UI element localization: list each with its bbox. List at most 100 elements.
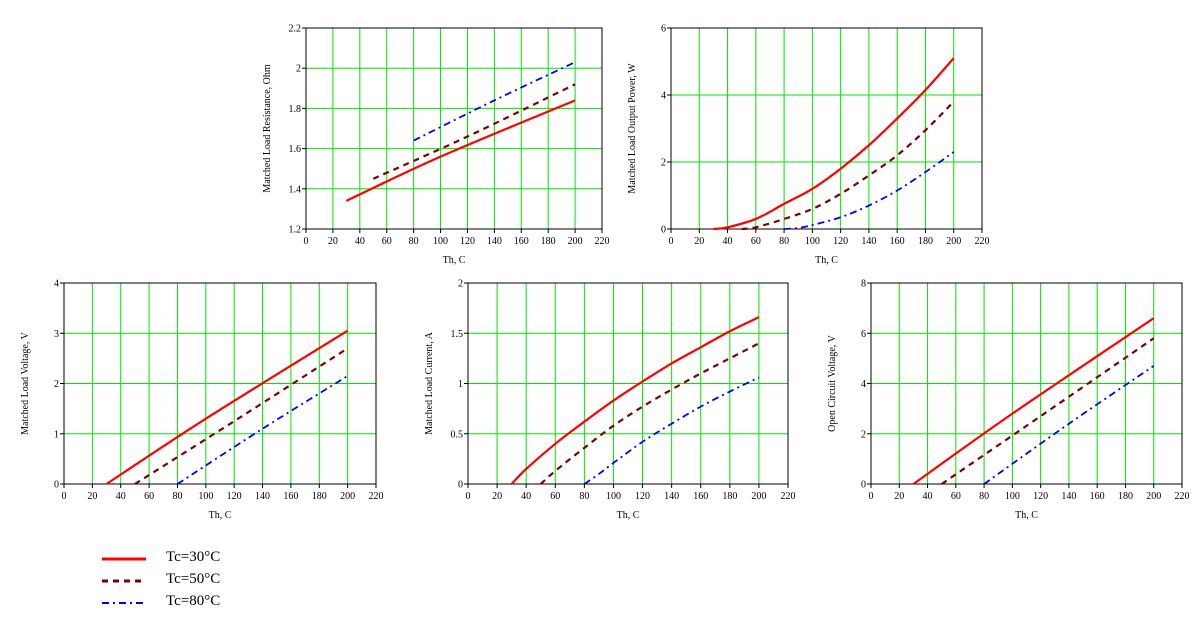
- resistance-x-tick-label-6: 120: [460, 236, 475, 247]
- power-series-tc50: [741, 100, 955, 231]
- resistance-x-tick-label-8: 160: [514, 236, 529, 247]
- resistance-x-tick-label-4: 80: [409, 236, 419, 247]
- power-x-tick-label-3: 60: [751, 236, 761, 247]
- legend-line-tc80: [102, 602, 146, 604]
- current-x-tick-label-1: 20: [492, 491, 502, 502]
- current-x-tick-label-10: 200: [751, 491, 766, 502]
- resistance-x-tick-label-0: 0: [304, 236, 309, 247]
- power-x-tick-label-5: 100: [805, 236, 820, 247]
- resistance-y-axis-label: Matched Load Resistance, Ohm: [262, 64, 273, 193]
- ocv-y-tick-label-3: 6: [861, 329, 866, 340]
- ocv-series-tc30: [912, 317, 1155, 485]
- resistance-series-tc50: [372, 83, 576, 180]
- resistance-y-tick-label-3: 1.8: [289, 104, 302, 115]
- resistance-y-tick-label-4: 2: [296, 64, 301, 75]
- power-plot-frame: [670, 27, 983, 230]
- current-x-tick-label-8: 160: [693, 491, 708, 502]
- current-series-tc50: [539, 342, 760, 485]
- resistance-x-axis-label: Th, C: [443, 255, 466, 266]
- ocv-series-tc50: [941, 337, 1155, 485]
- voltage-series-tc50: [134, 347, 349, 485]
- current-y-tick-label-0: 0: [458, 480, 463, 491]
- chart-ocv: 0 20 40 60 80 100 120 140 160 180 200 220 0 2 4 6 8 Th, C…: [827, 279, 1190, 522]
- current-x-axis-label: Th, C: [617, 510, 640, 521]
- chart-resistance: 0 20 40 60 80 100 120 140 160 180 200 220 1.2 1.4 1.6 1…: [262, 24, 610, 267]
- voltage-x-tick-label-3: 60: [144, 491, 154, 502]
- chart-current: 0 20 40 60 80 100 120 140 160 180 200 220 0 0.5 1 1.5 2 T…: [424, 279, 796, 522]
- voltage-x-tick-label-7: 140: [255, 491, 270, 502]
- ocv-x-tick-label-10: 200: [1146, 491, 1161, 502]
- resistance-y-tick-label-2: 1.6: [289, 144, 302, 155]
- power-x-tick-label-9: 180: [918, 236, 933, 247]
- current-y-tick-label-4: 2: [458, 279, 463, 290]
- ocv-y-tick-label-2: 4: [861, 379, 866, 390]
- resistance-x-tick-label-7: 140: [487, 236, 502, 247]
- voltage-x-tick-label-10: 200: [340, 491, 355, 502]
- resistance-y-tick-label-0: 1.2: [289, 225, 302, 236]
- legend-label-tc30: Tc=30°C: [166, 549, 221, 565]
- current-x-tick-label-6: 120: [635, 491, 650, 502]
- power-y-axis-label: Matched Load Output Power, W: [627, 63, 638, 194]
- voltage-y-tick-label-3: 3: [54, 329, 59, 340]
- voltage-x-tick-label-2: 40: [116, 491, 126, 502]
- ocv-x-tick-label-11: 220: [1175, 491, 1190, 502]
- legend-item-tc30: Tc=30°C: [100, 548, 320, 570]
- resistance-y-tick-label-1: 1.4: [289, 184, 302, 195]
- legend-line-tc30: [102, 557, 146, 561]
- ocv-series-tc80: [983, 365, 1155, 485]
- ocv-x-tick-label-6: 120: [1033, 491, 1048, 502]
- legend-label-tc50: Tc=50°C: [166, 571, 221, 587]
- ocv-y-tick-label-0: 0: [861, 480, 866, 491]
- ocv-x-tick-label-8: 160: [1090, 491, 1105, 502]
- ocv-x-tick-label-1: 20: [894, 491, 904, 502]
- power-series-tc80: [784, 151, 955, 230]
- power-series-tc30: [713, 57, 955, 231]
- voltage-x-axis-label: Th, C: [209, 510, 232, 521]
- resistance-y-tick-label-5: 2.2: [289, 24, 302, 35]
- voltage-x-tick-label-5: 100: [198, 491, 213, 502]
- ocv-x-tick-label-7: 140: [1061, 491, 1076, 502]
- current-x-tick-label-4: 80: [579, 491, 589, 502]
- resistance-plot-frame: [305, 27, 603, 230]
- power-y-tick-label-2: 4: [661, 91, 666, 102]
- voltage-x-tick-label-4: 80: [172, 491, 182, 502]
- current-x-tick-label-0: 0: [466, 491, 471, 502]
- legend-item-tc50: Tc=50°C: [100, 570, 320, 592]
- current-series-tc80: [583, 376, 760, 485]
- resistance-x-tick-label-1: 20: [328, 236, 338, 247]
- power-x-tick-label-1: 20: [694, 236, 704, 247]
- power-x-tick-label-8: 160: [890, 236, 905, 247]
- current-x-tick-label-11: 220: [781, 491, 796, 502]
- ocv-x-tick-label-9: 180: [1118, 491, 1133, 502]
- power-y-tick-label-0: 0: [661, 225, 666, 236]
- resistance-x-tick-label-11: 220: [595, 236, 610, 247]
- current-y-axis-label: Matched Load Current, A: [424, 331, 435, 435]
- ocv-x-tick-label-3: 60: [951, 491, 961, 502]
- chart-voltage: 0 20 40 60 80 100 120 140 160 180 200 220 0 1 2 3 4 Th, C…: [20, 279, 384, 522]
- voltage-y-tick-label-2: 2: [54, 379, 59, 390]
- voltage-series-tc80: [176, 375, 349, 485]
- current-x-tick-label-3: 60: [550, 491, 560, 502]
- resistance-x-tick-label-2: 40: [355, 236, 365, 247]
- power-x-tick-label-10: 200: [946, 236, 961, 247]
- current-x-tick-label-9: 180: [722, 491, 737, 502]
- ocv-y-axis-label: Open Circuit Voltage, V: [827, 334, 838, 431]
- current-y-tick-label-3: 1.5: [451, 329, 464, 340]
- legend-line-tc50: [102, 579, 146, 583]
- ocv-x-tick-label-0: 0: [869, 491, 874, 502]
- ocv-x-tick-label-4: 80: [979, 491, 989, 502]
- current-x-tick-label-5: 100: [606, 491, 621, 502]
- current-series-tc30: [510, 316, 760, 485]
- voltage-y-tick-label-4: 4: [54, 279, 59, 290]
- current-y-tick-label-1: 0.5: [451, 429, 464, 440]
- current-x-tick-label-2: 40: [521, 491, 531, 502]
- chart-power: 0 20 40 60 80 100 120 140 160 180 200 220 0 2 4 6 Th, C M…: [627, 24, 990, 267]
- voltage-x-tick-label-6: 120: [227, 491, 242, 502]
- resistance-series-tc30: [345, 99, 576, 202]
- power-x-axis-label: Th, C: [815, 255, 838, 266]
- power-y-tick-label-3: 6: [661, 24, 666, 35]
- voltage-y-tick-label-0: 0: [54, 480, 59, 491]
- resistance-x-tick-label-10: 200: [568, 236, 583, 247]
- ocv-x-tick-label-5: 100: [1005, 491, 1020, 502]
